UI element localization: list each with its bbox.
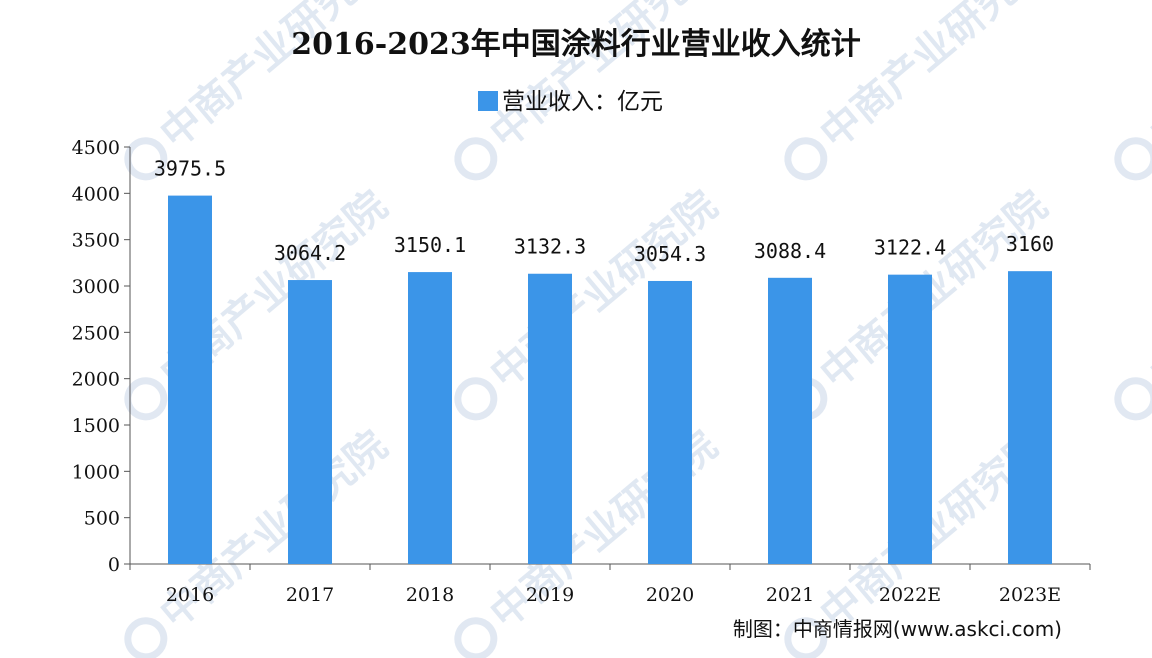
bar xyxy=(768,277,812,564)
y-tick-label: 4000 xyxy=(72,183,120,205)
x-tick-label: 2022E xyxy=(879,584,941,606)
watermark-logo-icon xyxy=(784,137,828,181)
data-labels: 3975.5 3064.2 3150.1 3132.3 3054.3 3088.4 3122… xyxy=(154,157,1054,266)
bar xyxy=(1008,271,1052,564)
data-label: 3975.5 xyxy=(154,157,226,181)
y-tick-label: 3500 xyxy=(72,230,120,252)
watermark-logo-icon xyxy=(124,377,168,421)
watermark: 中商产业研究院 xyxy=(1114,0,1152,181)
y-tick-label: 3000 xyxy=(72,276,120,298)
x-tick-label: 2018 xyxy=(406,584,454,606)
legend: 营业收入：亿元 xyxy=(478,89,663,115)
x-tick-label: 2019 xyxy=(526,584,574,606)
bar xyxy=(288,280,332,564)
watermark-logo-icon xyxy=(454,617,498,658)
x-tick-label: 2017 xyxy=(286,584,334,606)
watermark-logo-icon xyxy=(1114,377,1152,421)
y-tick-label: 2000 xyxy=(72,369,120,391)
watermark-text: 中商产业研究院 xyxy=(812,0,1056,158)
bars xyxy=(168,195,1052,564)
y-tick-label: 0 xyxy=(108,554,120,576)
watermark-text: 中商产业研究院 xyxy=(1142,182,1152,397)
data-label: 3132.3 xyxy=(514,235,586,259)
bar xyxy=(168,195,212,564)
x-tick-label: 2020 xyxy=(646,584,694,606)
data-label: 3160 xyxy=(1006,232,1054,256)
data-label: 3122.4 xyxy=(874,236,946,260)
watermark-logo-icon xyxy=(784,617,828,658)
bar xyxy=(408,272,452,564)
y-axis: 0 500 1000 1500 2000 2500 3000 3500 4000 4500 xyxy=(72,137,131,576)
watermark-logo-icon xyxy=(454,137,498,181)
x-tick-label: 2023E xyxy=(999,584,1061,606)
data-label: 3064.2 xyxy=(274,241,346,265)
y-tick-label: 500 xyxy=(84,508,120,530)
source-note: 制图：中商情报网(www.askci.com) xyxy=(733,617,1062,641)
watermark-logo-icon xyxy=(124,617,168,658)
watermark-text: 中商产业研究院 xyxy=(1142,0,1152,158)
y-tick-label: 1000 xyxy=(72,461,120,483)
y-tick-label: 2500 xyxy=(72,322,120,344)
watermark: 中商产业研究院 xyxy=(124,182,396,421)
watermark-logo-icon xyxy=(124,137,168,181)
x-axis: 2016 2017 2018 2019 2020 2021 2022E 2023E xyxy=(129,563,1091,606)
watermark: 中商产业研究院 xyxy=(124,422,396,658)
data-label: 3088.4 xyxy=(754,239,826,263)
x-tick-label: 2021 xyxy=(766,584,814,606)
y-tick-label: 4500 xyxy=(72,137,120,159)
y-tick-label: 1500 xyxy=(72,415,120,437)
data-label: 3150.1 xyxy=(394,233,466,257)
watermark-text: 中商产业研究院 xyxy=(482,0,726,158)
bar xyxy=(888,274,932,564)
legend-label: 营业收入：亿元 xyxy=(502,89,663,115)
chart-title: 2016-2023年中国涂料行业营业收入统计 xyxy=(291,27,860,62)
data-label: 3054.3 xyxy=(634,242,706,266)
watermark-text: 中商产业研究院 xyxy=(152,0,396,158)
watermark-logo-icon xyxy=(454,377,498,421)
watermark: 中商产业研究院 xyxy=(1114,182,1152,421)
legend-swatch xyxy=(478,91,498,111)
bar xyxy=(528,273,572,564)
watermark-logo-icon xyxy=(1114,137,1152,181)
bar xyxy=(648,280,692,564)
x-tick-label: 2016 xyxy=(166,584,214,606)
